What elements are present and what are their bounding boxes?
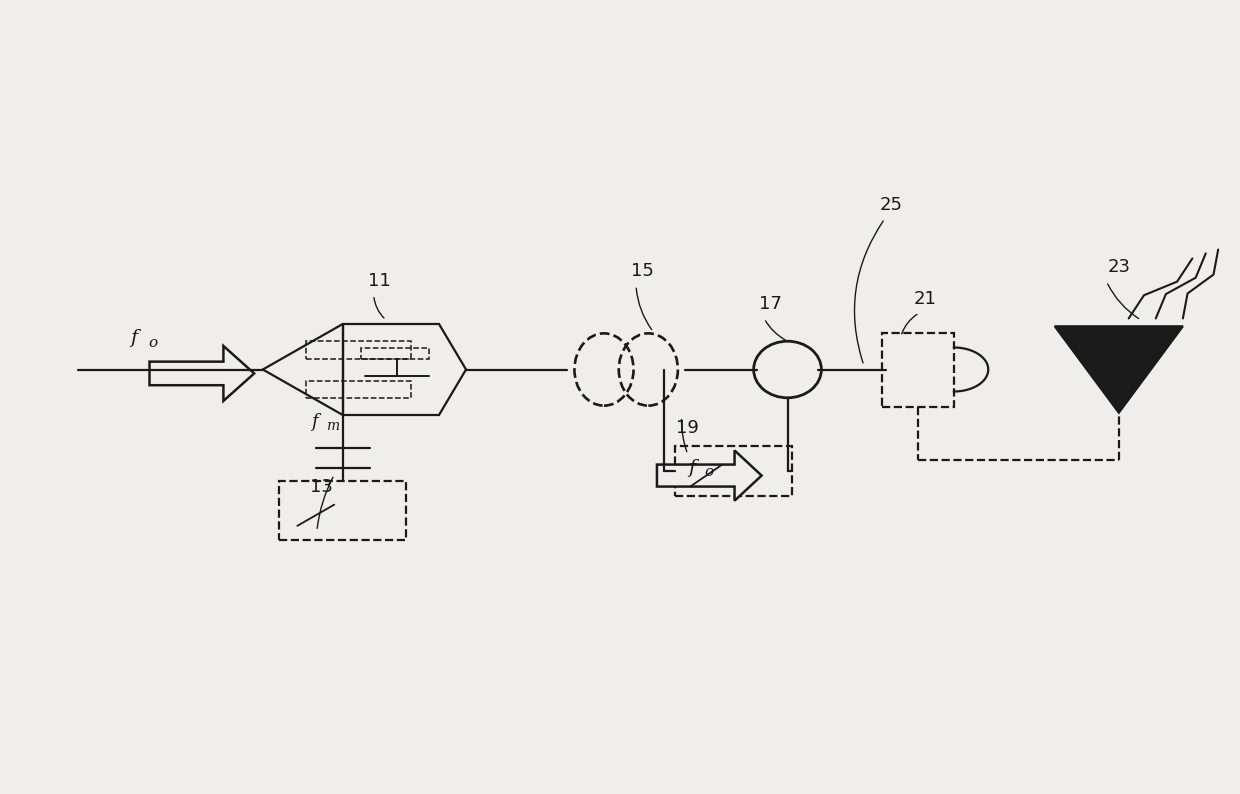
Bar: [676, 446, 792, 496]
Text: 13: 13: [310, 477, 334, 495]
Polygon shape: [657, 450, 761, 501]
Text: 19: 19: [676, 419, 699, 437]
Polygon shape: [1055, 326, 1183, 413]
Bar: [279, 481, 405, 540]
Text: 23: 23: [1107, 258, 1131, 276]
Bar: [361, 349, 429, 359]
Text: m: m: [326, 419, 340, 433]
Text: f: f: [311, 413, 317, 431]
Bar: [306, 380, 410, 398]
Ellipse shape: [754, 341, 821, 398]
Polygon shape: [150, 346, 254, 401]
Text: 21: 21: [914, 290, 937, 308]
Text: 15: 15: [631, 262, 653, 280]
Bar: [883, 333, 954, 407]
Text: f: f: [130, 329, 138, 347]
Text: 25: 25: [879, 195, 903, 214]
Text: o: o: [704, 464, 713, 479]
Text: 11: 11: [368, 272, 391, 290]
Text: f: f: [688, 459, 696, 476]
Bar: [306, 341, 410, 359]
Text: 17: 17: [759, 295, 781, 314]
Text: o: o: [149, 336, 157, 350]
